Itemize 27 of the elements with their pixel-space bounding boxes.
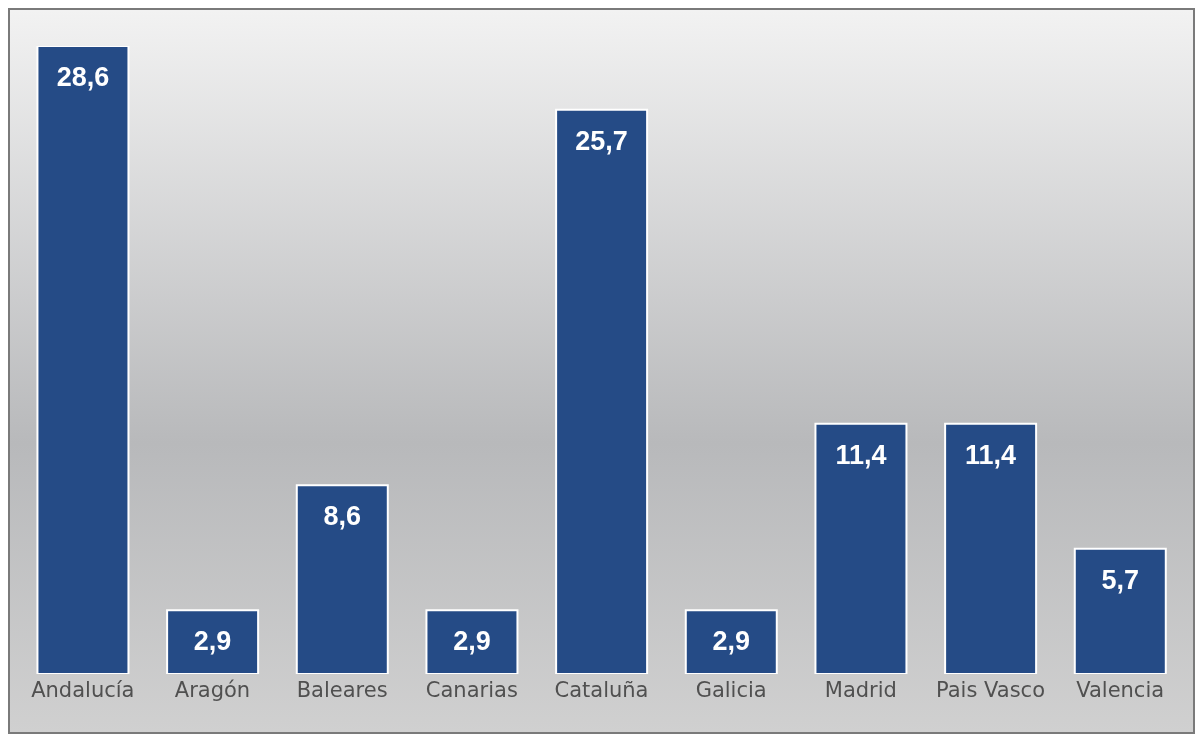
x-tick-label: Aragón bbox=[174, 677, 251, 702]
data-label: 2,9 bbox=[453, 626, 491, 657]
bar bbox=[1073, 547, 1167, 674]
x-tick-label: Pais Vasco bbox=[936, 677, 1045, 702]
x-tick-label: Baleares bbox=[296, 677, 388, 702]
data-label: 28,6 bbox=[56, 62, 110, 92]
data-label: 11,4 bbox=[835, 439, 887, 470]
data-label: 11,4 bbox=[965, 439, 1017, 470]
bar bbox=[166, 609, 260, 674]
x-tick-label: Valencia bbox=[1076, 677, 1165, 702]
bar bbox=[555, 108, 649, 674]
data-label: 2,9 bbox=[712, 626, 751, 657]
bar bbox=[814, 422, 908, 674]
bar bbox=[944, 422, 1038, 674]
x-tick-label: Madrid bbox=[824, 677, 897, 702]
bar bbox=[684, 609, 778, 674]
x-tick-label: Canarias bbox=[425, 677, 518, 702]
data-label: 2,9 bbox=[193, 626, 232, 657]
bar bbox=[425, 609, 519, 674]
x-tick-label: Andalucía bbox=[31, 677, 135, 702]
bar bbox=[36, 46, 130, 674]
x-tick-label: Galicia bbox=[695, 677, 767, 702]
data-label: 5,7 bbox=[1101, 564, 1140, 595]
bar bbox=[295, 484, 389, 674]
x-tick-label: Cataluña bbox=[554, 677, 649, 702]
data-label: 8,6 bbox=[323, 501, 362, 532]
data-label: 25,7 bbox=[575, 125, 628, 156]
